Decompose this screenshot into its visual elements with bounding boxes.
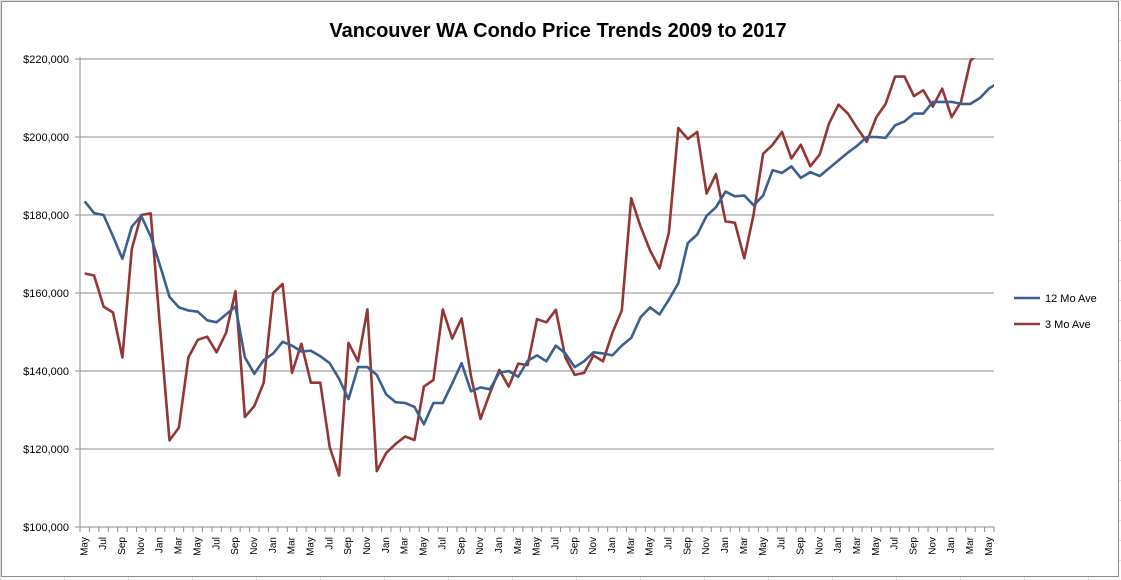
x-tick-label: May — [192, 537, 203, 556]
x-tick-label: Jan — [155, 537, 166, 553]
x-tick-label: Nov — [814, 537, 825, 555]
x-tick-label: Nov — [249, 537, 260, 555]
x-tick-label: May — [79, 537, 90, 556]
series-line-12-mo-ave — [83, 83, 994, 426]
x-tick-label: Mar — [174, 536, 185, 554]
x-tick-label: May — [871, 537, 882, 556]
x-tick-label: Jan — [833, 537, 844, 553]
x-tick-label: Mar — [400, 536, 411, 554]
x-tick-label: Jan — [720, 537, 731, 553]
x-tick-label: Jul — [777, 537, 788, 550]
plot-border — [79, 57, 994, 528]
x-tick-label: Nov — [701, 537, 712, 555]
x-tick-label: Jul — [550, 537, 561, 550]
x-tick-label: Jan — [494, 537, 505, 553]
x-tick-label: Jul — [324, 537, 335, 550]
x-tick-label: Sep — [117, 537, 128, 555]
x-tick-label: Sep — [795, 537, 806, 555]
series-line-3-mo-ave — [84, 58, 976, 477]
series-lines — [83, 58, 994, 477]
gridlines — [80, 58, 994, 450]
x-tick-label: May — [758, 537, 769, 556]
y-tick-label: $100,000 — [23, 522, 69, 534]
x-tick-label: Jan — [381, 537, 392, 553]
x-tick-label: Mar — [852, 536, 863, 554]
x-tick-label: Jul — [890, 537, 901, 550]
x-tick-label: Nov — [362, 537, 373, 555]
x-tick-label: Sep — [230, 537, 241, 555]
x-tick-label: Nov — [475, 537, 486, 555]
x-tick-label: Mar — [626, 536, 637, 554]
x-tick-label: Jan — [946, 537, 957, 553]
x-tick-label: Mar — [287, 536, 298, 554]
x-tick-label: Sep — [343, 537, 354, 555]
x-tick-label: Jul — [98, 537, 109, 550]
x-tick-label: Jan — [268, 537, 279, 553]
x-tick-label: May — [645, 537, 656, 556]
x-tick-label: Mar — [513, 536, 524, 554]
legend-label: 12 Mo Ave — [1045, 293, 1097, 305]
legend: 12 Mo Ave 3 Mo Ave — [1014, 293, 1097, 331]
x-tick-label: Sep — [456, 537, 467, 555]
x-tick-label: May — [305, 537, 316, 556]
x-tick-label: Nov — [927, 537, 938, 555]
x-axis: May Jul Sep Nov Jan Mar May Jul Sep Nov Jan Mar May J… — [79, 527, 995, 556]
x-tick-label: Jan — [607, 537, 618, 553]
y-tick-label: $200,000 — [23, 132, 69, 144]
x-tick-label: Sep — [682, 537, 693, 555]
x-tick-label: Mar — [965, 536, 976, 554]
x-tick-label: May — [532, 537, 543, 556]
x-tick-label: May — [419, 537, 430, 556]
y-tick-label: $220,000 — [23, 54, 69, 66]
y-tick-label: $180,000 — [23, 210, 69, 222]
y-tick-label: $160,000 — [23, 288, 69, 300]
x-tick-label: May — [984, 537, 995, 556]
legend-label: 3 Mo Ave — [1045, 319, 1091, 331]
x-tick-label: Nov — [136, 537, 147, 555]
x-tick-label: Mar — [739, 536, 750, 554]
x-tick-label: Sep — [569, 537, 580, 555]
x-tick-label: Jul — [211, 537, 222, 550]
y-axis-ticks: $100,000 $120,000 $140,000 $160,000 $180,000… — [23, 54, 80, 534]
x-tick-label: Sep — [909, 537, 920, 555]
x-tick-label: Nov — [588, 537, 599, 555]
chart-title: Vancouver WA Condo Price Trends 2009 to … — [329, 20, 786, 42]
y-tick-label: $120,000 — [23, 444, 69, 456]
x-tick-label: Jul — [664, 537, 675, 550]
y-tick-label: $140,000 — [23, 366, 69, 378]
x-tick-label: Jul — [437, 537, 448, 550]
